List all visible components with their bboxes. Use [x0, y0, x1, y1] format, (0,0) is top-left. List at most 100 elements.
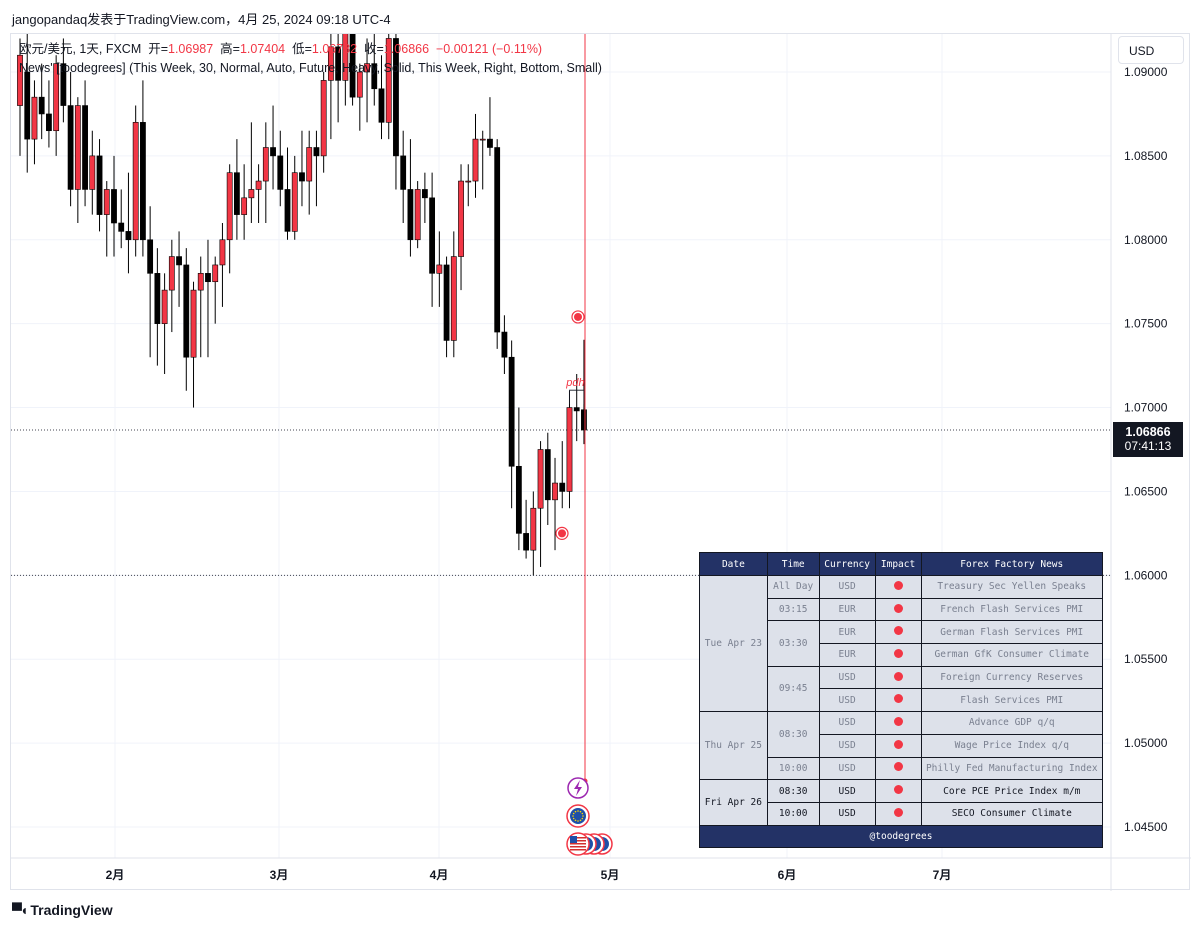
bullish-candle — [364, 63, 370, 73]
currency-button[interactable]: USD — [1118, 36, 1184, 64]
bearish-candle — [118, 222, 125, 232]
bearish-candle — [24, 71, 31, 140]
news-impact-cell — [874, 665, 922, 690]
bearish-candle — [393, 38, 399, 157]
bearish-candle — [299, 172, 305, 182]
bullish-candle — [356, 71, 363, 98]
y-tick-label: 1.05000 — [1124, 736, 1168, 750]
bearish-candle — [335, 46, 342, 81]
bearish-candle — [176, 256, 182, 266]
news-row: USD Wage Price Index q/q — [700, 733, 1104, 758]
eu-flag-icon — [566, 804, 590, 828]
bearish-candle — [501, 331, 508, 358]
news-row: USD Flash Services PMI — [700, 688, 1104, 713]
news-title-cell: French Flash Services PMI — [920, 597, 1104, 622]
tradingview-mark-icon: ▀◖ — [12, 902, 28, 918]
news-table: Date Time Currency Impact Forex Factory News… — [699, 552, 1104, 848]
symbol-legend-line: 欧元/美元, 1天, FXCM 开=1.06987 高=1.07404 低=1.… — [19, 40, 602, 59]
bearish-candle — [581, 409, 587, 431]
bearish-candle — [205, 273, 211, 283]
bullish-candle — [320, 80, 327, 157]
news-impact-cell — [874, 801, 922, 826]
bearish-candle — [82, 105, 88, 190]
news-currency-cell: EUR — [818, 620, 876, 645]
bar-countdown: 07:41:13 — [1124, 439, 1172, 453]
news-impact-cell — [874, 779, 922, 803]
news-table-header: Time — [766, 552, 820, 576]
us-flag-icon — [566, 832, 590, 856]
bullish-candle — [530, 507, 537, 551]
open-value: 1.06987 — [168, 42, 214, 56]
bearish-candle — [443, 264, 450, 341]
y-tick-label: 1.08000 — [1124, 233, 1168, 247]
open-label: 开= — [148, 42, 168, 56]
news-time-cell: 03:15 — [766, 597, 820, 622]
news-currency-cell: USD — [818, 575, 876, 599]
news-impact-cell — [874, 597, 922, 622]
bullish-candle — [306, 147, 313, 182]
news-currency-cell: USD — [818, 756, 876, 781]
news-currency-cell: EUR — [818, 643, 876, 667]
bullish-candle — [566, 407, 573, 492]
bullish-candle — [458, 180, 464, 257]
bullish-candle — [212, 264, 219, 283]
chart-legend: 欧元/美元, 1天, FXCM 开=1.06987 高=1.07404 低=1.… — [19, 40, 602, 78]
bearish-candle — [371, 63, 378, 90]
bearish-candle — [313, 147, 320, 157]
news-marker-icon — [574, 312, 582, 321]
bearish-candle — [125, 231, 132, 241]
news-impact-cell — [874, 756, 922, 781]
news-marker-icon — [558, 529, 566, 538]
news-title-cell: Core PCE Price Index m/m — [920, 779, 1104, 803]
y-tick-label: 1.09000 — [1124, 65, 1168, 79]
bearish-candle — [508, 356, 515, 467]
bullish-candle — [385, 38, 392, 123]
bearish-candle — [234, 172, 240, 215]
x-tick-label: 7月 — [933, 868, 952, 882]
news-table-header: Forex Factory News — [920, 552, 1104, 576]
news-currency-cell: EUR — [818, 597, 876, 622]
bearish-candle — [183, 264, 190, 358]
x-tick-label: 3月 — [270, 868, 289, 882]
high-impact-dot-icon — [893, 807, 903, 817]
x-tick-label: 2月 — [106, 868, 125, 882]
bullish-candle — [190, 289, 197, 358]
news-time-cell: 08:30 — [766, 711, 820, 758]
high-impact-dot-icon — [893, 762, 903, 772]
news-impact-cell — [874, 733, 922, 758]
x-tick-label: 6月 — [778, 868, 797, 882]
high-impact-dot-icon — [893, 603, 903, 613]
chart-pane[interactable]: pdh 1.09000 1.08500 1.08000 1.07500 1.07000 1… — [10, 33, 1191, 891]
tradingview-logo[interactable]: ▀◖ TradingView — [12, 902, 113, 918]
news-row: Tue Apr 23 All Day USD Treasury Sec Yellen … — [699, 574, 1104, 713]
y-tick-label: 1.05500 — [1124, 652, 1168, 666]
y-tick-label: 1.04500 — [1124, 820, 1168, 834]
change-value: −0.00121 (−0.11%) — [436, 42, 543, 56]
bearish-candle — [349, 34, 356, 98]
bullish-candle — [248, 189, 255, 199]
indicator-legend-line[interactable]: News' [toodegrees] (This Week, 30, Norma… — [19, 61, 602, 75]
news-row: Fri Apr 26 08:30 USD Core PCE Price Index m… — [699, 779, 1104, 826]
bullish-candle — [291, 172, 298, 232]
bearish-candle — [400, 155, 407, 190]
news-row: 10:00 USD SECO Consumer Climate — [700, 801, 1104, 826]
bearish-candle — [60, 63, 67, 106]
high-impact-dot-icon — [893, 694, 903, 704]
bearish-candle — [154, 273, 161, 324]
high-impact-dot-icon — [893, 580, 903, 590]
bearish-candle — [429, 197, 436, 274]
bearish-candle — [421, 189, 428, 199]
bullish-candle — [465, 180, 472, 183]
pdh-bracket — [569, 389, 585, 405]
bullish-candle — [89, 155, 96, 190]
bullish-candle — [255, 180, 262, 190]
bullish-candle — [414, 189, 421, 241]
bullish-candle — [31, 96, 38, 140]
news-time-cell: 09:45 — [766, 665, 820, 713]
news-impact-cell — [874, 620, 922, 645]
high-impact-dot-icon — [893, 739, 903, 749]
low-value: 1.06782 — [311, 42, 358, 56]
bullish-candle — [472, 138, 479, 182]
news-time-cell: 10:00 — [766, 801, 820, 826]
symbol-info: 欧元/美元, 1天, FXCM — [19, 42, 142, 56]
